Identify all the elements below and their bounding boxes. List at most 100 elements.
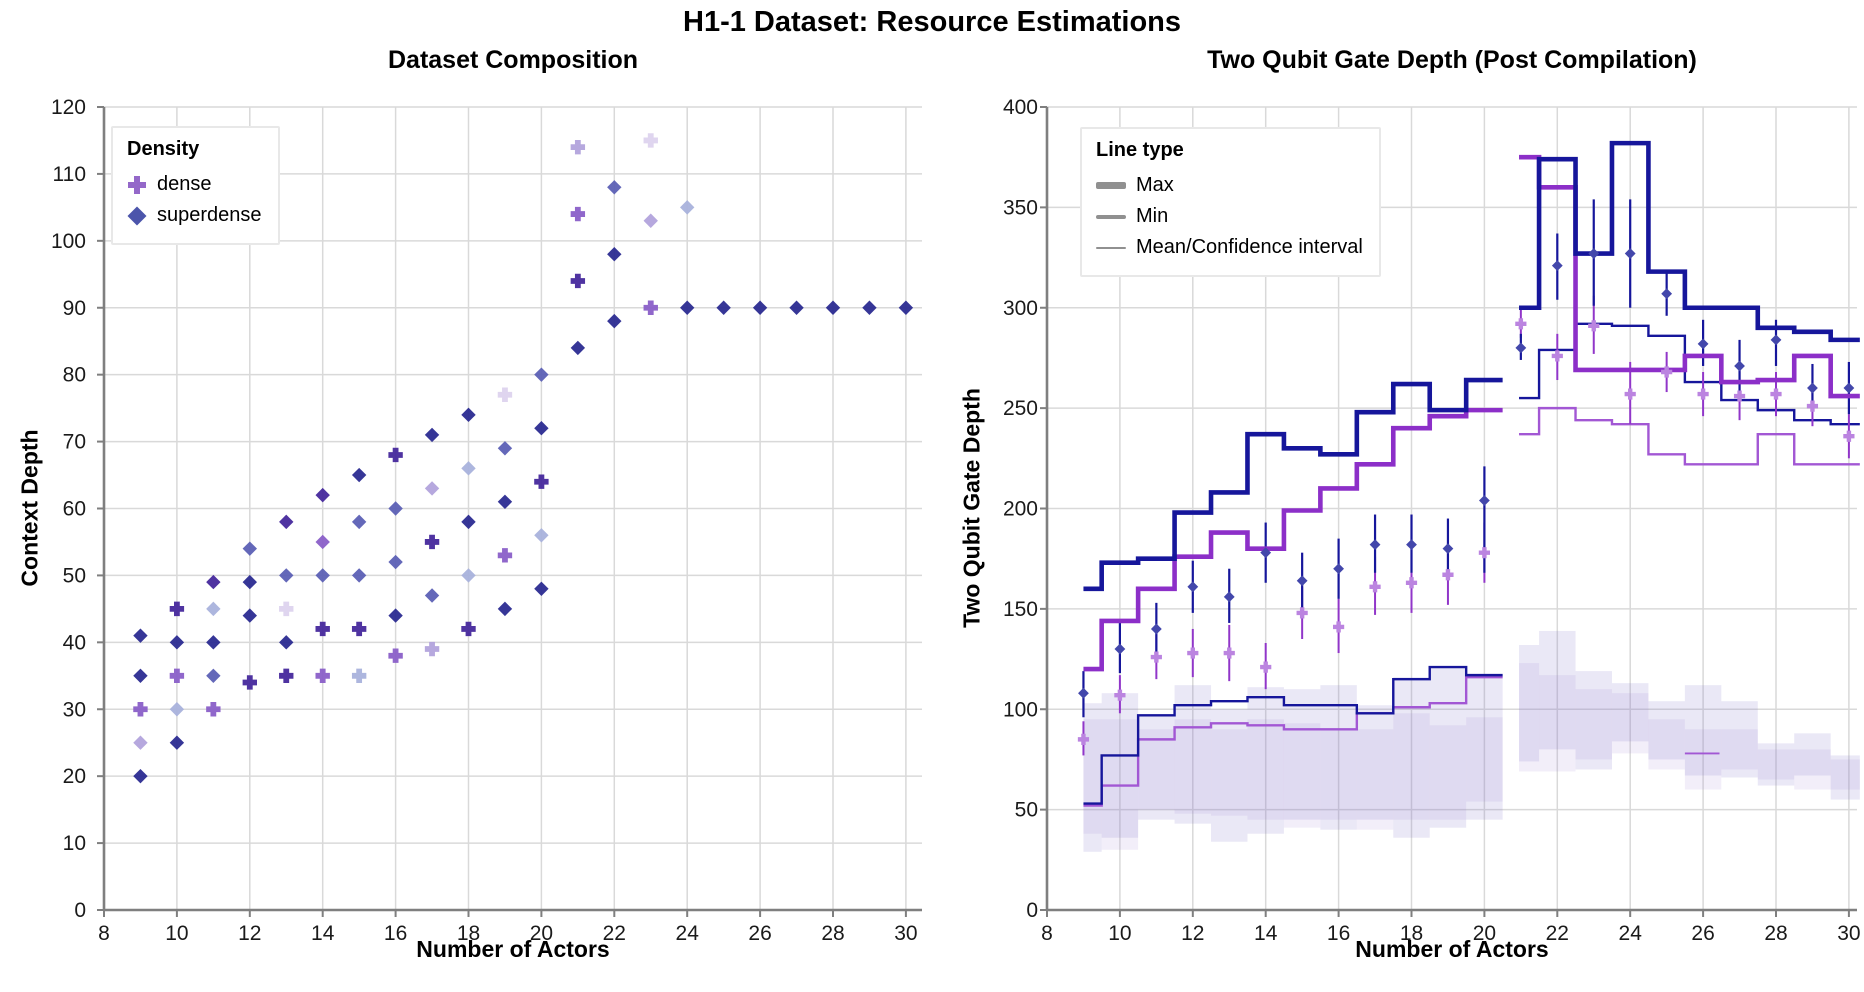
scatter-point-diamond (497, 601, 513, 617)
scatter-point-diamond (680, 300, 695, 315)
mean-marker-superdense-diamond (1661, 288, 1673, 300)
left-x-axis-label: Number of Actors (416, 936, 610, 962)
mean-marker-dense-plus (1733, 390, 1746, 402)
legend-item-label: dense (157, 173, 212, 195)
x-tick-label: 20 (1473, 922, 1496, 945)
scatter-point-diamond (206, 574, 221, 590)
y-tick-label: 70 (63, 431, 86, 454)
confidence-band-dense (1429, 725, 1467, 820)
confidence-band-superdense (1575, 671, 1612, 770)
legend-item-superdense: superdense (127, 200, 262, 231)
scatter-point-plus (206, 702, 221, 717)
scatter-point-diamond (898, 300, 914, 315)
x-tick-label: 26 (1691, 922, 1714, 945)
min-line-dense (1519, 406, 1860, 466)
x-tick-label: 12 (238, 922, 261, 945)
x-tick-label: 12 (1181, 922, 1204, 945)
mean-marker-dense-plus (1187, 647, 1199, 659)
scatter-point-diamond (279, 514, 294, 530)
mean-marker-dense-plus (1150, 651, 1162, 663)
scatter-point-diamond (752, 300, 768, 315)
mean-marker-dense-plus (1260, 661, 1272, 673)
scatter-point-plus (570, 139, 586, 155)
scatter-point-plus (133, 702, 148, 717)
x-tick-label: 16 (1327, 922, 1350, 945)
confidence-band-dense (1466, 717, 1503, 802)
left-subplot-title: Dataset Composition (387, 46, 639, 74)
legend-item-label: Max (1136, 174, 1174, 196)
mean-marker-superdense-diamond (1187, 581, 1199, 593)
x-tick-label: 8 (98, 922, 110, 945)
mean-marker-superdense-diamond (1624, 248, 1636, 259)
confidence-band-dense (1611, 693, 1649, 754)
y-tick-label: 40 (63, 631, 86, 654)
mean-marker-superdense-diamond (1150, 623, 1162, 635)
scatter-point-plus (570, 273, 586, 289)
scatter-point-diamond (351, 514, 367, 530)
scatter-point-diamond (825, 300, 841, 315)
scatter-point-plus (279, 601, 294, 617)
confidence-band-superdense (1356, 705, 1394, 820)
y-tick-label: 250 (1003, 397, 1038, 420)
mean-marker-dense-plus (1624, 388, 1636, 400)
legend-item-dense: dense (127, 169, 262, 200)
scatter-point-plus (643, 300, 658, 315)
mean-marker-dense-plus (1661, 366, 1673, 378)
right-plot: 8 10 12 14 16 18 20 22 24 26 28 3005010015020025030… (1003, 96, 1861, 945)
line-type-legend-title: Line type (1096, 139, 1184, 161)
scatter-point-diamond (570, 340, 586, 356)
max-line-dense (1083, 407, 1503, 672)
legend-item-max: Max (1096, 170, 1363, 201)
y-tick-label: 100 (51, 230, 86, 253)
mean-marker-dense-plus (1333, 621, 1345, 633)
mean-marker-dense-plus (1697, 388, 1709, 400)
mean-marker-superdense-diamond (1260, 547, 1272, 559)
mean-marker-superdense-diamond (1223, 591, 1235, 603)
mean-marker-dense-plus (1515, 318, 1527, 330)
x-tick-label: 8 (1041, 922, 1053, 945)
confidence-band-dense (1083, 719, 1102, 834)
density-legend: Density dense superdense (111, 126, 280, 245)
y-tick-label: 110 (53, 163, 86, 186)
mean-marker-dense-plus (1843, 430, 1855, 442)
scatter-point-diamond (133, 735, 148, 750)
confidence-band-superdense (1830, 755, 1860, 800)
mean-marker-dense-plus (1806, 400, 1819, 412)
confidence-band-dense (1393, 713, 1430, 820)
scatter-point-diamond (461, 514, 476, 530)
left-plot: 8 10 12 14 16 18 20 22 24 26 28 30 0 10 20 30 40 50 60 70 80… (51, 96, 922, 945)
confidence-band-superdense (1138, 715, 1175, 820)
scatter-point-diamond (242, 608, 257, 623)
confidence-band-superdense (1794, 733, 1831, 776)
confidence-band-dense (1356, 729, 1394, 830)
mean-marker-dense-plus (1478, 547, 1490, 559)
scatter-point-plus (351, 621, 367, 637)
confidence-band-dense (1721, 729, 1758, 770)
confidence-band-superdense (1757, 743, 1795, 786)
confidence-band-dense (1575, 689, 1612, 760)
mean-marker-superdense-diamond (1078, 687, 1089, 699)
plus-icon (128, 175, 146, 194)
x-tick-label: 10 (1108, 922, 1131, 945)
y-tick-label: 80 (63, 364, 86, 387)
mean-marker-superdense-diamond (1734, 360, 1745, 372)
tick-labels: 8 10 12 14 16 18 20 22 24 26 28 30 0 10 20 30 40 50 60 70 80… (51, 96, 918, 945)
scatter-point-diamond (789, 300, 804, 315)
y-tick-label: 10 (63, 832, 86, 855)
y-tick-label: 90 (63, 297, 86, 320)
confidence-band-superdense (1101, 693, 1139, 838)
scatter-point-diamond (716, 300, 731, 315)
confidence-band-superdense (1393, 677, 1430, 838)
scatter-point-plus (534, 474, 549, 489)
scatter-point-diamond (169, 735, 185, 750)
max-line-dense (1519, 154, 1860, 399)
confidence-band-dense (1648, 719, 1685, 770)
density-legend-title: Density (127, 138, 200, 160)
confidence-band-superdense (1320, 685, 1357, 830)
legend-item-min: Min (1096, 201, 1363, 232)
y-tick-label: 30 (63, 698, 86, 721)
scatter-point-plus (169, 668, 185, 683)
confidence-band-superdense (1211, 709, 1248, 842)
confidence-band-dense (1283, 723, 1321, 828)
